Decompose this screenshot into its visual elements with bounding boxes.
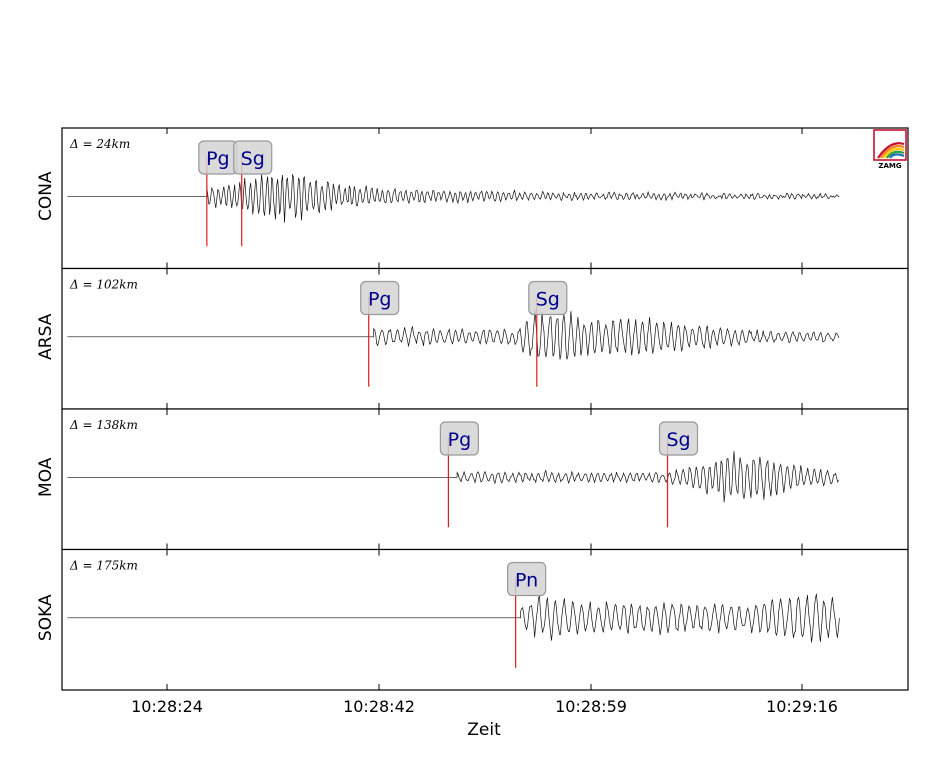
tick-label: 10:28:24 — [131, 697, 203, 716]
pick-label: Pg — [206, 148, 230, 170]
pick-label: Pg — [368, 289, 392, 311]
pick-label: Sg — [241, 148, 265, 170]
rainbow-icon — [886, 150, 905, 159]
distance-label: Δ = 24km — [69, 137, 130, 151]
x-axis: 10:28:24 10:28:42 10:28:59 10:29:16 Zeit — [131, 697, 838, 740]
zamg-logo: ZAMG — [873, 129, 907, 170]
pick-box — [658, 421, 699, 456]
pick-box — [360, 280, 400, 316]
rainbow-icon — [883, 147, 905, 159]
pick-label: Pn — [515, 570, 538, 592]
waveform-trace — [67, 310, 840, 360]
distance-label: Δ = 138km — [69, 418, 138, 432]
distance-label: Δ = 102km — [69, 278, 138, 292]
seismogram-panels: CONA Δ = 24km Pg Sg ARSA Δ = 102km Pg Sg MOA Δ = … — [36, 127, 909, 691]
x-axis-label: Zeit — [467, 720, 501, 740]
panel-frame — [61, 408, 909, 551]
tick-label: 10:28:59 — [555, 697, 627, 716]
pick-box — [507, 561, 547, 597]
rainbow-icon — [877, 142, 905, 159]
rainbow-icon — [880, 145, 905, 159]
station-label: SOKA — [36, 594, 56, 641]
distance-label: Δ = 175km — [69, 559, 138, 573]
waveform-trace — [67, 451, 839, 503]
panel-frame — [61, 548, 909, 691]
pick-label: Pg — [448, 429, 472, 451]
pick-label: Sg — [666, 429, 690, 451]
waveform-trace — [67, 593, 840, 643]
station-label: MOA — [36, 457, 56, 497]
pick-box — [439, 421, 479, 456]
pick-box — [233, 140, 273, 175]
waveform-trace — [67, 174, 840, 223]
tick-label: 10:29:16 — [766, 697, 838, 716]
logo-frame — [873, 129, 907, 161]
station-label: ARSA — [36, 313, 56, 360]
logo-text: ZAMG — [878, 162, 901, 170]
tick-label: 10:28:42 — [343, 697, 415, 716]
station-label: CONA — [36, 171, 56, 221]
pick-box — [528, 280, 568, 316]
rainbow-icon — [889, 153, 905, 159]
pick-label: Sg — [536, 289, 560, 311]
